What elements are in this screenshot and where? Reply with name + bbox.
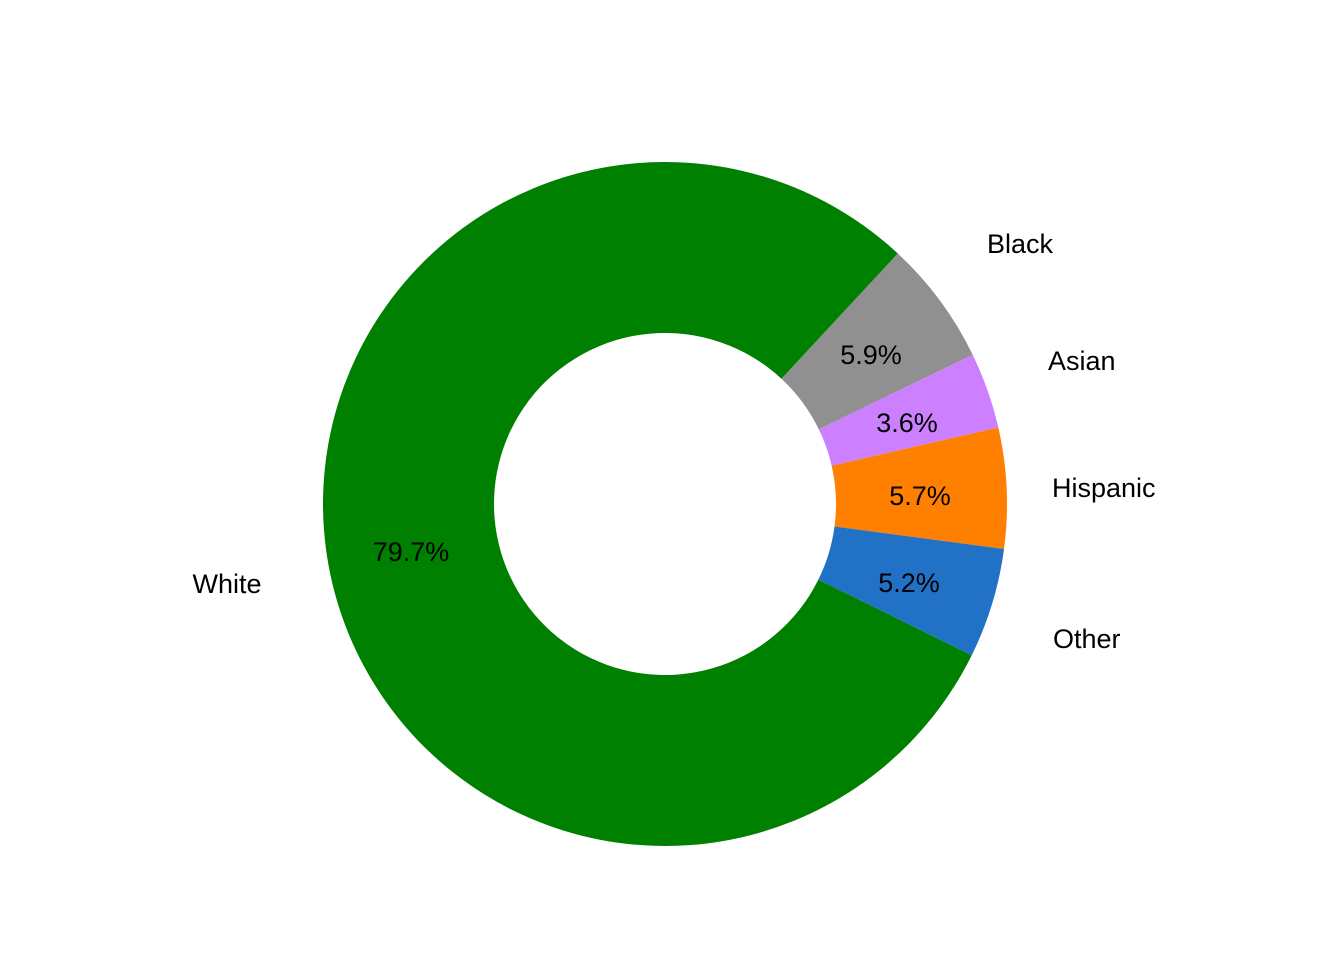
percent-label-other: 5.2% bbox=[878, 568, 940, 598]
percent-label-white: 79.7% bbox=[373, 537, 450, 567]
category-label-black: Black bbox=[987, 229, 1054, 259]
slice-black bbox=[781, 253, 973, 430]
slice-white bbox=[322, 161, 972, 846]
slices-layer bbox=[322, 161, 1007, 846]
category-labels-layer: Black Asian Hispanic Other White bbox=[192, 229, 1155, 654]
category-label-hispanic: Hispanic bbox=[1052, 473, 1156, 503]
percent-label-asian: 3.6% bbox=[876, 408, 938, 438]
category-label-white: White bbox=[192, 569, 261, 599]
category-label-other: Other bbox=[1053, 624, 1121, 654]
category-label-asian: Asian bbox=[1048, 346, 1116, 376]
slice-other bbox=[818, 526, 1005, 656]
percent-label-black: 5.9% bbox=[840, 340, 902, 370]
percent-label-hispanic: 5.7% bbox=[889, 481, 951, 511]
percent-labels-layer: 5.9% 3.6% 5.7% 5.2% 79.7% bbox=[373, 340, 951, 598]
slice-asian bbox=[818, 354, 999, 466]
slice-hispanic bbox=[831, 427, 1007, 550]
